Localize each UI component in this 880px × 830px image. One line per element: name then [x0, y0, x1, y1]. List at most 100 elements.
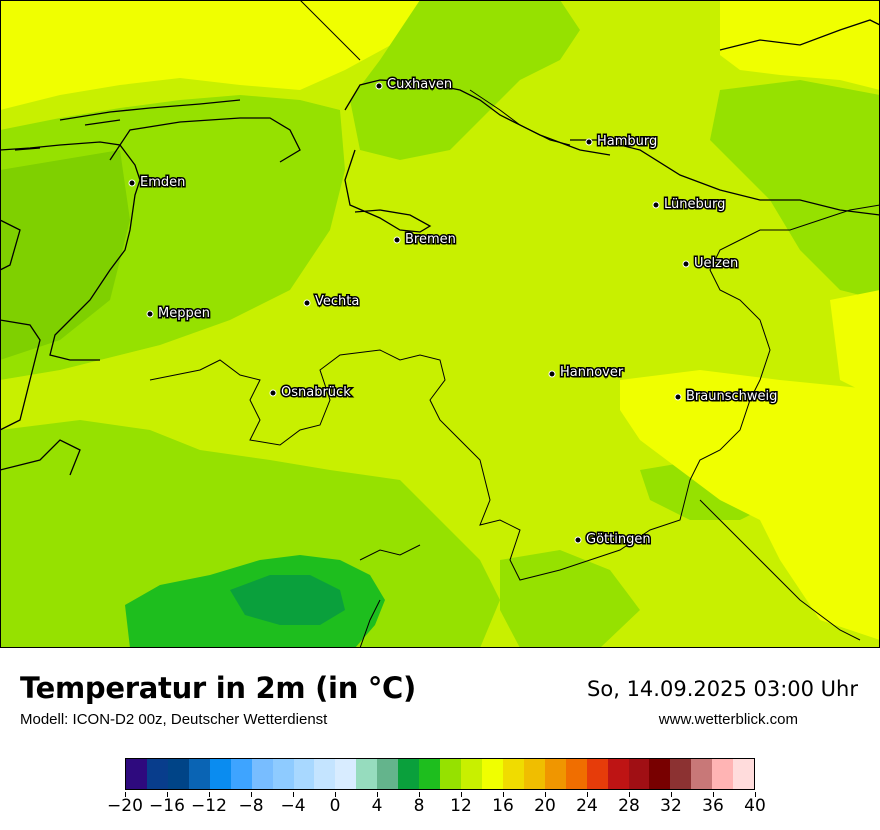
colorbar-tick-label: −4 [280, 796, 306, 816]
city-meppen: Meppen [146, 305, 211, 323]
city-label: Göttingen [586, 532, 651, 547]
city-lueneburg: Lüneburg [652, 196, 727, 214]
colorbar-tick [334, 792, 336, 797]
colorbar-swatch [356, 759, 378, 789]
colorbar-tick-label: −12 [191, 796, 227, 816]
city-marker [146, 310, 154, 318]
colorbar-swatch [712, 759, 734, 789]
colorbar-swatch [419, 759, 441, 789]
city-marker [585, 138, 593, 146]
colorbar-swatch [398, 759, 420, 789]
colorbar-tick-label: 4 [371, 796, 383, 816]
colorbar-tick [712, 792, 714, 797]
colorbar-swatch [440, 759, 461, 789]
colorbar-swatch [251, 759, 273, 789]
state-borders [149, 0, 880, 648]
colorbar-tick [670, 792, 672, 797]
city-label: Uelzen [694, 256, 738, 271]
city-marker [393, 236, 401, 244]
colorbar-swatch [126, 759, 147, 789]
colorbar-swatch [565, 759, 587, 789]
colorbar-tick-label: −20 [107, 796, 143, 816]
temp-field-sauerland-dark [230, 575, 345, 625]
colorbar-tick [628, 792, 630, 797]
model-source: Modell: ICON-D2 00z, Deutscher Wetterdie… [20, 711, 328, 728]
colorbar-swatch [607, 759, 629, 789]
city-cuxhaven: Cuxhaven [375, 76, 454, 94]
city-marker [682, 260, 690, 268]
colorbar-tick [376, 792, 378, 797]
city-emden: Emden [128, 174, 187, 192]
temp-field-southeast-yellow [620, 370, 880, 640]
colorbar-swatch [544, 759, 566, 789]
colorbar-tick [586, 792, 588, 797]
colorbar-swatch [167, 759, 189, 789]
city-vechta: Vechta [303, 293, 361, 311]
colorbar-tick-label: 0 [329, 796, 341, 816]
city-braunschweig: Braunschweig [674, 388, 779, 406]
city-label: Hannover [560, 365, 624, 380]
colorbar-swatch [230, 759, 252, 789]
colorbar-swatch [209, 759, 231, 789]
city-label: Hamburg [597, 134, 657, 149]
colorbar-tick [544, 792, 546, 797]
colorbar-tick-label: 16 [492, 796, 514, 816]
city-marker [269, 389, 277, 397]
colorbar-swatch [628, 759, 650, 789]
colorbar-swatch [272, 759, 294, 789]
colorbar-swatch [481, 759, 503, 789]
colorbar-tick-label: 36 [702, 796, 724, 816]
city-marker [674, 393, 682, 401]
temp-field-north-sea [0, 0, 420, 110]
colorbar-tick-label: 20 [534, 796, 556, 816]
website-link[interactable]: www.wetterblick.com [658, 711, 798, 728]
colorbar-tick-label: 28 [618, 796, 640, 816]
colorbar-swatch [649, 759, 671, 789]
colorbar-swatch [691, 759, 713, 789]
colorbar-tick-label: −16 [149, 796, 185, 816]
city-marker [548, 370, 556, 378]
colorbar-tick-label: 40 [744, 796, 766, 816]
colorbar-tick [124, 792, 126, 797]
colorbar-tick [418, 792, 420, 797]
colorbar-tick-label: 32 [660, 796, 682, 816]
colorbar-swatch [502, 759, 524, 789]
city-label: Meppen [158, 306, 210, 321]
city-marker [128, 179, 136, 187]
colorbar-tick [502, 792, 504, 797]
city-label: Osnabrück [281, 385, 351, 400]
city-bremen: Bremen [393, 231, 457, 249]
city-osnabrueck: Osnabrück [269, 384, 353, 402]
temp-field-west-dark [0, 150, 130, 360]
colorbar-tick [250, 792, 252, 797]
temp-field-elbe-green [350, 0, 580, 160]
temp-field-east-green [710, 80, 880, 300]
temperature-map: Cuxhaven Hamburg Emden Lüneburg Bremen U… [0, 0, 880, 648]
map-title: Temperatur in 2m (in °C) [20, 671, 416, 705]
colorbar-swatch [314, 759, 336, 789]
colorbar-swatch [523, 759, 545, 789]
city-hannover: Hannover [548, 364, 625, 382]
colorbar-tick-label: 24 [576, 796, 598, 816]
elbe-river [469, 89, 571, 146]
city-marker [375, 82, 383, 90]
colorbar-swatch [670, 759, 692, 789]
colorbar-tick-label: 12 [450, 796, 472, 816]
colorbar-tick [754, 792, 756, 797]
colorbar-tick [166, 792, 168, 797]
city-uelzen: Uelzen [682, 255, 740, 273]
colorbar-tick [292, 792, 294, 797]
colorbar-swatch [335, 759, 357, 789]
forecast-datetime: So, 14.09.2025 03:00 Uhr [587, 677, 858, 701]
city-label: Bremen [405, 232, 456, 247]
city-label: Cuxhaven [387, 77, 452, 92]
colorbar-tick [208, 792, 210, 797]
city-goettingen: Göttingen [574, 531, 652, 549]
city-label: Lüneburg [664, 197, 725, 212]
colorbar-ticks: −20 −16 −12 −8 −4 0 4 8 12 16 20 24 28 32 36 40 [0, 792, 880, 828]
colorbar-tick-label: 8 [413, 796, 425, 816]
temperature-colorbar [125, 758, 755, 790]
colorbar-swatch [586, 759, 608, 789]
city-label: Vechta [315, 294, 359, 309]
city-hamburg: Hamburg [585, 133, 659, 151]
